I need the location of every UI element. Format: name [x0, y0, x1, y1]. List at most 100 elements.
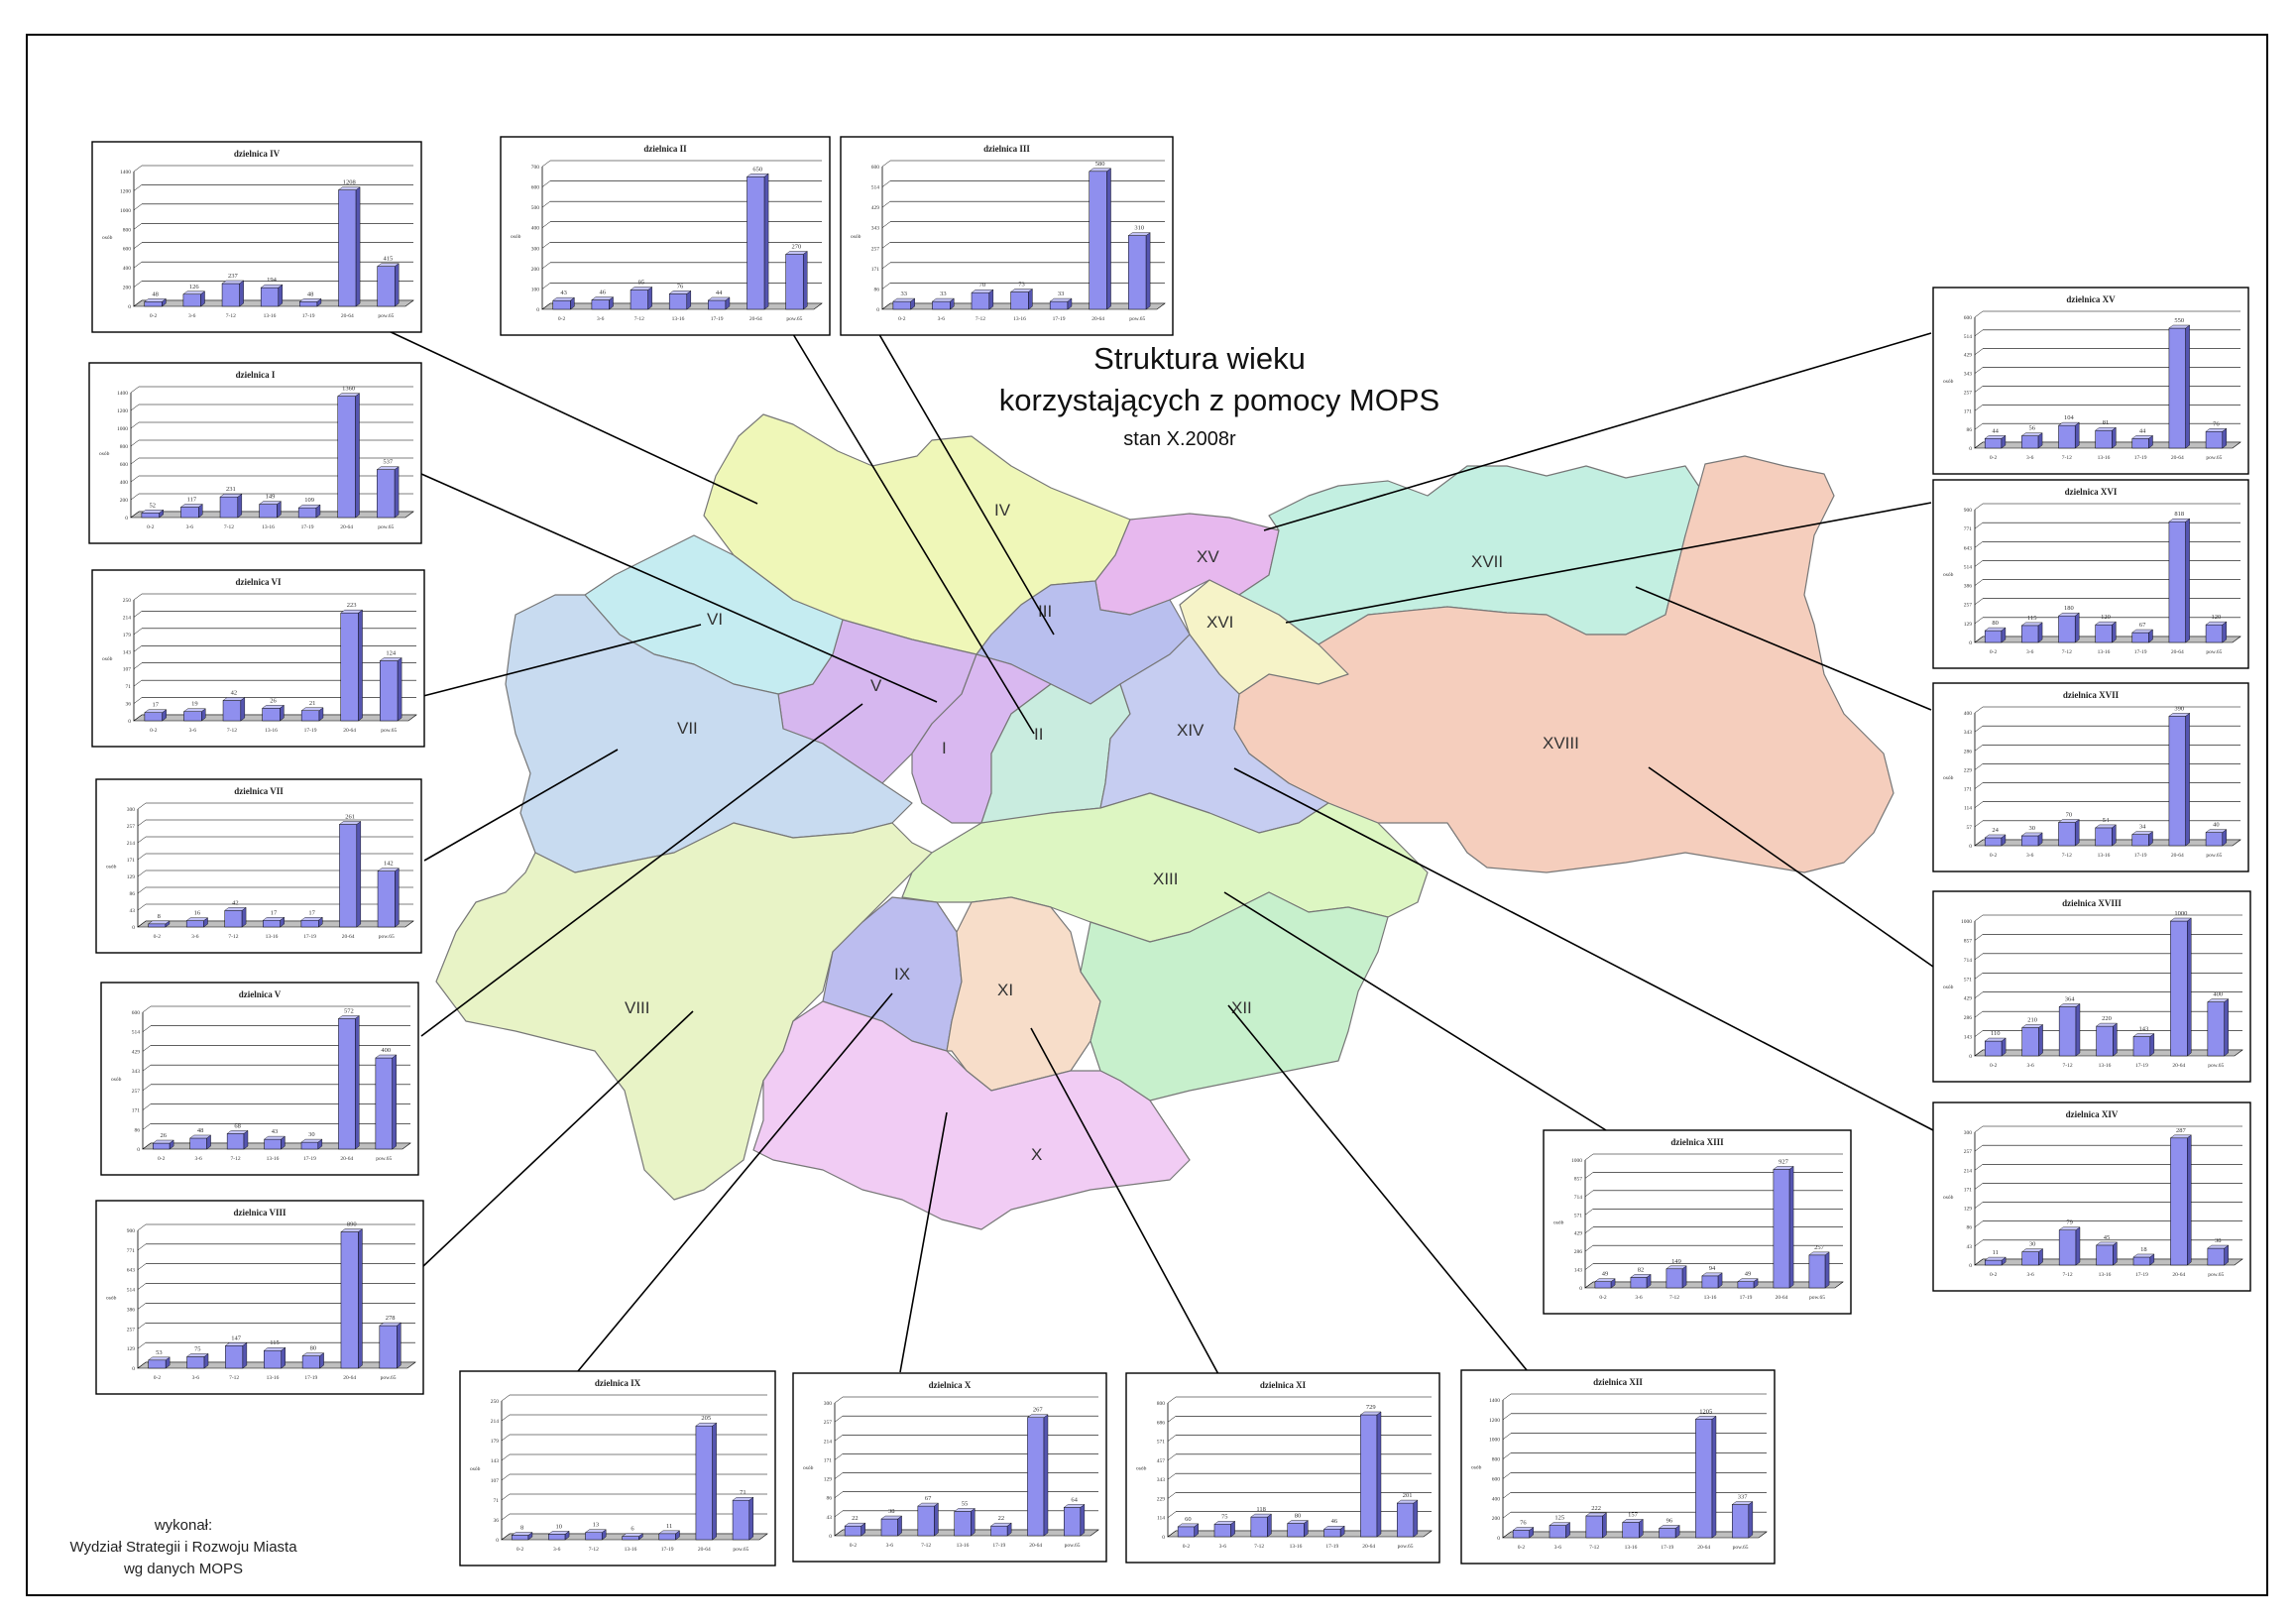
bar-20-64: [2168, 712, 2191, 847]
district-xii[interactable]: [1080, 891, 1389, 1102]
bar-7-12: [971, 289, 994, 310]
x-tick-label: 20-64: [698, 1547, 711, 1553]
bar-side: [237, 493, 243, 519]
data-label: 42: [231, 690, 238, 697]
bar-top: [1250, 1513, 1273, 1518]
bar-front: [226, 1133, 245, 1150]
bar-20-64: [1359, 1411, 1382, 1538]
bar-front: [264, 1138, 282, 1150]
bar-17-19: [1737, 1278, 1759, 1289]
bar-front: [2095, 429, 2113, 449]
bar-front: [1695, 1419, 1713, 1539]
y-tick-label: 1000: [1961, 919, 1972, 925]
bar-front: [301, 1355, 320, 1369]
bar-top: [301, 1352, 325, 1356]
bar-top: [258, 501, 283, 505]
bar-side: [2075, 612, 2080, 643]
x-tick-label: 0-2: [898, 316, 906, 322]
data-label: 126: [189, 284, 200, 290]
bar-top: [2058, 1226, 2081, 1230]
data-label: 890: [347, 1221, 357, 1228]
bar-3-6: [547, 1531, 570, 1541]
bar-front: [144, 301, 163, 307]
bar-front: [186, 1356, 205, 1369]
y-tick-label: 107: [491, 1478, 500, 1484]
y-tick-label: 0: [128, 719, 131, 725]
bar-side: [239, 280, 244, 307]
bar-20-64: [340, 609, 364, 722]
bar-pow.65: [379, 1322, 402, 1369]
x-tick-label: 3-6: [2026, 853, 2034, 859]
bar-top: [1089, 168, 1112, 173]
y-tick-label: 36: [494, 1518, 500, 1524]
bar-top: [221, 280, 245, 285]
data-label: 1360: [342, 386, 355, 393]
x-tick-label: 0-2: [150, 728, 158, 734]
district-xvi[interactable]: [1179, 579, 1349, 695]
data-label: 33: [940, 290, 947, 297]
bar-17-19: [2132, 1253, 2155, 1266]
bar-pow.65: [377, 868, 400, 928]
bar-top: [591, 296, 615, 300]
bar-front: [300, 920, 319, 928]
bar-front: [141, 513, 160, 519]
district-xi[interactable]: [946, 896, 1101, 1092]
chart-title: dzielnica II: [643, 144, 687, 154]
gridline-depth: [1974, 763, 1984, 770]
bar-pow.65: [2207, 1244, 2230, 1266]
y-tick-label: 0: [1579, 1286, 1582, 1292]
bar-top: [844, 1522, 866, 1527]
gridline-depth: [501, 1453, 511, 1461]
bar-side: [2222, 427, 2227, 449]
bar-front: [1585, 1515, 1603, 1539]
x-tick-label: pow.65: [2208, 1272, 2224, 1278]
bar-side: [242, 1341, 248, 1369]
gridline-depth: [133, 679, 143, 687]
y-tick-label: 429: [132, 1049, 141, 1055]
x-tick-label: 13-16: [957, 1543, 970, 1549]
x-tick-label: 3-6: [188, 313, 196, 319]
bar-top: [260, 284, 284, 289]
bar-front: [844, 1525, 861, 1537]
x-tick-label: 20-64: [342, 934, 355, 940]
bar-top: [2095, 426, 2117, 431]
district-x[interactable]: [752, 1000, 1191, 1230]
y-tick-label: 1000: [1489, 1438, 1500, 1444]
district-label-v: V: [870, 676, 882, 695]
bar-20-64: [337, 1015, 360, 1150]
x-tick-label: 7-12: [228, 934, 238, 940]
bar-front: [971, 291, 990, 310]
district-xviii[interactable]: [1233, 455, 1894, 873]
x-tick-label: 3-6: [2026, 1063, 2034, 1069]
bar-front: [144, 712, 163, 722]
bar-top: [263, 1347, 287, 1351]
bar-front: [338, 1018, 356, 1150]
x-tick-label: 7-12: [634, 316, 644, 322]
data-label: 572: [344, 1007, 354, 1014]
bar-front: [375, 1057, 393, 1150]
district-viii[interactable]: [435, 822, 933, 1201]
gridline-depth: [133, 261, 143, 269]
x-tick-label: 3-6: [192, 1375, 200, 1381]
data-label: 76: [2213, 420, 2220, 427]
bar-front: [222, 700, 242, 722]
bar-front: [300, 710, 320, 722]
x-tick-label: 7-12: [2063, 1272, 2073, 1278]
gridline-depth: [1167, 1396, 1177, 1404]
data-label: 60: [1185, 1516, 1192, 1523]
gridline-depth: [137, 819, 147, 827]
bar-13-16: [2095, 426, 2117, 449]
y-tick-label: 600: [871, 165, 880, 171]
bar-top: [2168, 519, 2191, 522]
y-tick-label: 200: [120, 498, 129, 504]
bar-17-19: [658, 1530, 681, 1541]
x-tick-label: 13-16: [267, 1375, 280, 1381]
gridline-depth: [133, 628, 143, 636]
y-tick-label: 600: [132, 1010, 141, 1016]
bar-front: [2058, 615, 2076, 643]
gridline-depth: [541, 200, 551, 208]
chart-title: dzielnica VIII: [233, 1208, 287, 1218]
bar-side: [2224, 998, 2229, 1057]
bar-top: [622, 1533, 643, 1537]
bar-side: [1043, 1414, 1049, 1537]
